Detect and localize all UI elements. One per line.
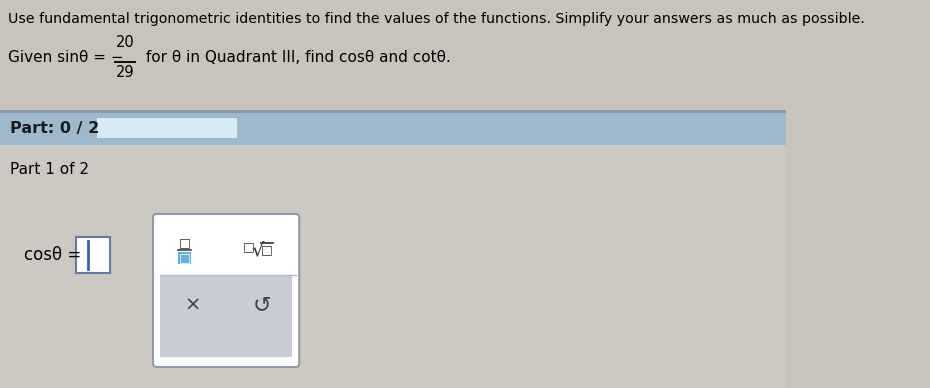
- Text: □: □: [243, 241, 254, 253]
- Text: 20: 20: [115, 35, 135, 50]
- Bar: [160, 275, 292, 357]
- Text: Given sinθ = −: Given sinθ = −: [8, 50, 124, 65]
- Text: ↺: ↺: [253, 295, 272, 315]
- Text: ×: ×: [184, 296, 201, 315]
- Text: □: □: [179, 251, 190, 265]
- Bar: [0, 147, 786, 388]
- Bar: [178, 252, 191, 264]
- Bar: [0, 145, 786, 147]
- Bar: [0, 113, 786, 145]
- Text: □: □: [261, 244, 273, 256]
- Text: cosθ =: cosθ =: [23, 246, 81, 264]
- Text: Part: 0 / 2: Part: 0 / 2: [10, 121, 100, 137]
- Text: □: □: [179, 237, 190, 249]
- Text: √: √: [251, 241, 263, 260]
- Text: for θ in Quadrant III, find cosθ and cotθ.: for θ in Quadrant III, find cosθ and cot…: [141, 50, 451, 65]
- Text: Part 1 of 2: Part 1 of 2: [10, 162, 89, 177]
- Bar: [98, 118, 236, 138]
- Bar: [0, 110, 786, 113]
- Text: 29: 29: [116, 65, 135, 80]
- Bar: [76, 237, 110, 273]
- Text: Use fundamental trigonometric identities to find the values of the functions. Si: Use fundamental trigonometric identities…: [8, 12, 865, 26]
- FancyBboxPatch shape: [153, 214, 299, 367]
